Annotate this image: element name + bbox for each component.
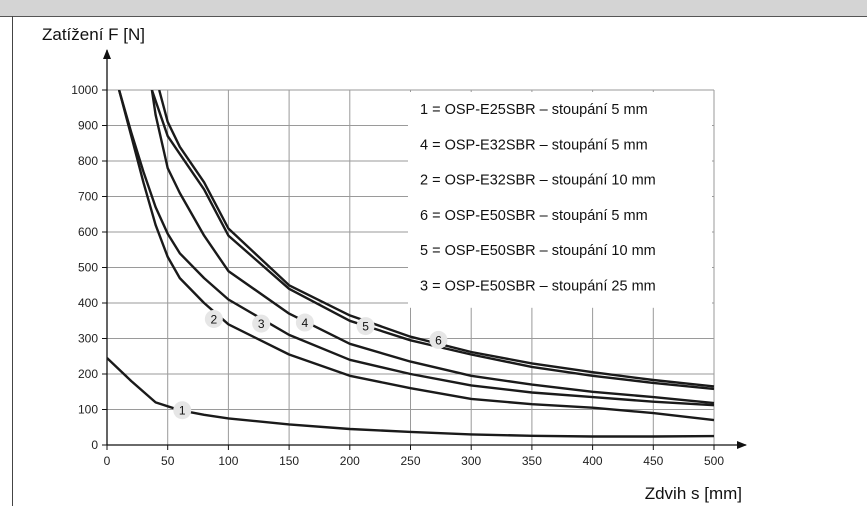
legend: 1 = OSP-E25SBR – stoupání 5 mm 4 = OSP-E3… (408, 92, 712, 308)
series-line-5 (150, 90, 715, 391)
y-tick-label: 0 (91, 438, 98, 452)
series-line-2 (117, 90, 715, 422)
y-tick-label: 200 (78, 367, 98, 381)
legend-entry: 1 = OSP-E25SBR – stoupání 5 mm (420, 102, 648, 118)
series-marker-label-2: 2 (210, 312, 217, 326)
y-tick-label: 800 (78, 154, 98, 168)
legend-background (408, 92, 712, 308)
x-tick-label: 350 (522, 454, 542, 468)
y-tick-label: 1000 (71, 83, 98, 97)
axes (103, 49, 747, 449)
y-tick-label: 700 (78, 190, 98, 204)
y-tick-label: 400 (78, 296, 98, 310)
series-marker-4 (295, 313, 314, 332)
series-marker-6 (429, 330, 448, 349)
series-marker-2 (204, 309, 223, 328)
series-marker-1 (173, 401, 192, 420)
series-marker-label-5: 5 (362, 320, 369, 334)
x-tick-label: 400 (583, 454, 603, 468)
series-markers: 1 2 3 4 5 6 (173, 309, 448, 420)
series-line-1 (107, 357, 715, 438)
x-tick-label: 0 (104, 454, 111, 468)
series-line-6 (158, 90, 715, 388)
y-tick-label: 300 (78, 332, 98, 346)
x-tick-label: 200 (340, 454, 360, 468)
y-axis-label: Zatížení F [N] (42, 25, 145, 44)
x-tick-label: 250 (400, 454, 420, 468)
y-tick-label: 900 (78, 119, 98, 133)
legend-entry: 5 = OSP-E50SBR – stoupání 10 mm (420, 243, 656, 259)
top-bar (0, 0, 867, 17)
x-tick-label: 500 (704, 454, 724, 468)
series-marker-label-1: 1 (179, 404, 186, 418)
legend-entry: 6 = OSP-E50SBR – stoupání 5 mm (420, 208, 648, 224)
series-marker-3 (252, 314, 271, 333)
y-tick-label: 600 (78, 225, 98, 239)
y-tick-label: 500 (78, 261, 98, 275)
x-tick-label: 50 (161, 454, 175, 468)
x-tick-label: 150 (279, 454, 299, 468)
left-border (12, 16, 13, 506)
legend-entry: 3 = OSP-E50SBR – stoupání 25 mm (420, 279, 656, 295)
x-tick-label: 100 (218, 454, 238, 468)
series-marker-label-6: 6 (435, 333, 442, 347)
series-line-4 (150, 90, 715, 405)
legend-entry: 2 = OSP-E32SBR – stoupání 10 mm (420, 173, 656, 189)
series-marker-label-4: 4 (302, 316, 309, 330)
ticks: 0 50 100 150 200 250 300 350 400 450 500 0 100 200 300… (71, 83, 724, 468)
x-tick-label: 450 (643, 454, 663, 468)
x-tick-label: 300 (461, 454, 481, 468)
series-marker-label-3: 3 (258, 317, 265, 331)
series-marker-5 (356, 317, 375, 336)
x-axis-label: Zdvih s [mm] (645, 484, 742, 503)
legend-entry: 4 = OSP-E32SBR – stoupání 5 mm (420, 137, 648, 153)
y-tick-label: 100 (78, 403, 98, 417)
